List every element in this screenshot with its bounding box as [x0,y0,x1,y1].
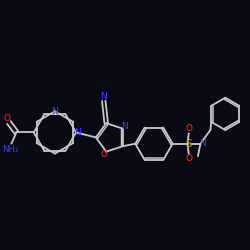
Text: N: N [100,92,107,101]
Text: S: S [186,139,192,149]
Text: O: O [100,150,107,159]
Text: N: N [122,122,128,131]
Text: N: N [74,128,81,137]
Text: O: O [4,114,10,123]
Text: NH₂: NH₂ [2,144,18,154]
Text: N: N [199,139,206,148]
Text: O: O [185,124,192,133]
Text: N: N [52,107,59,116]
Text: O: O [185,154,192,163]
